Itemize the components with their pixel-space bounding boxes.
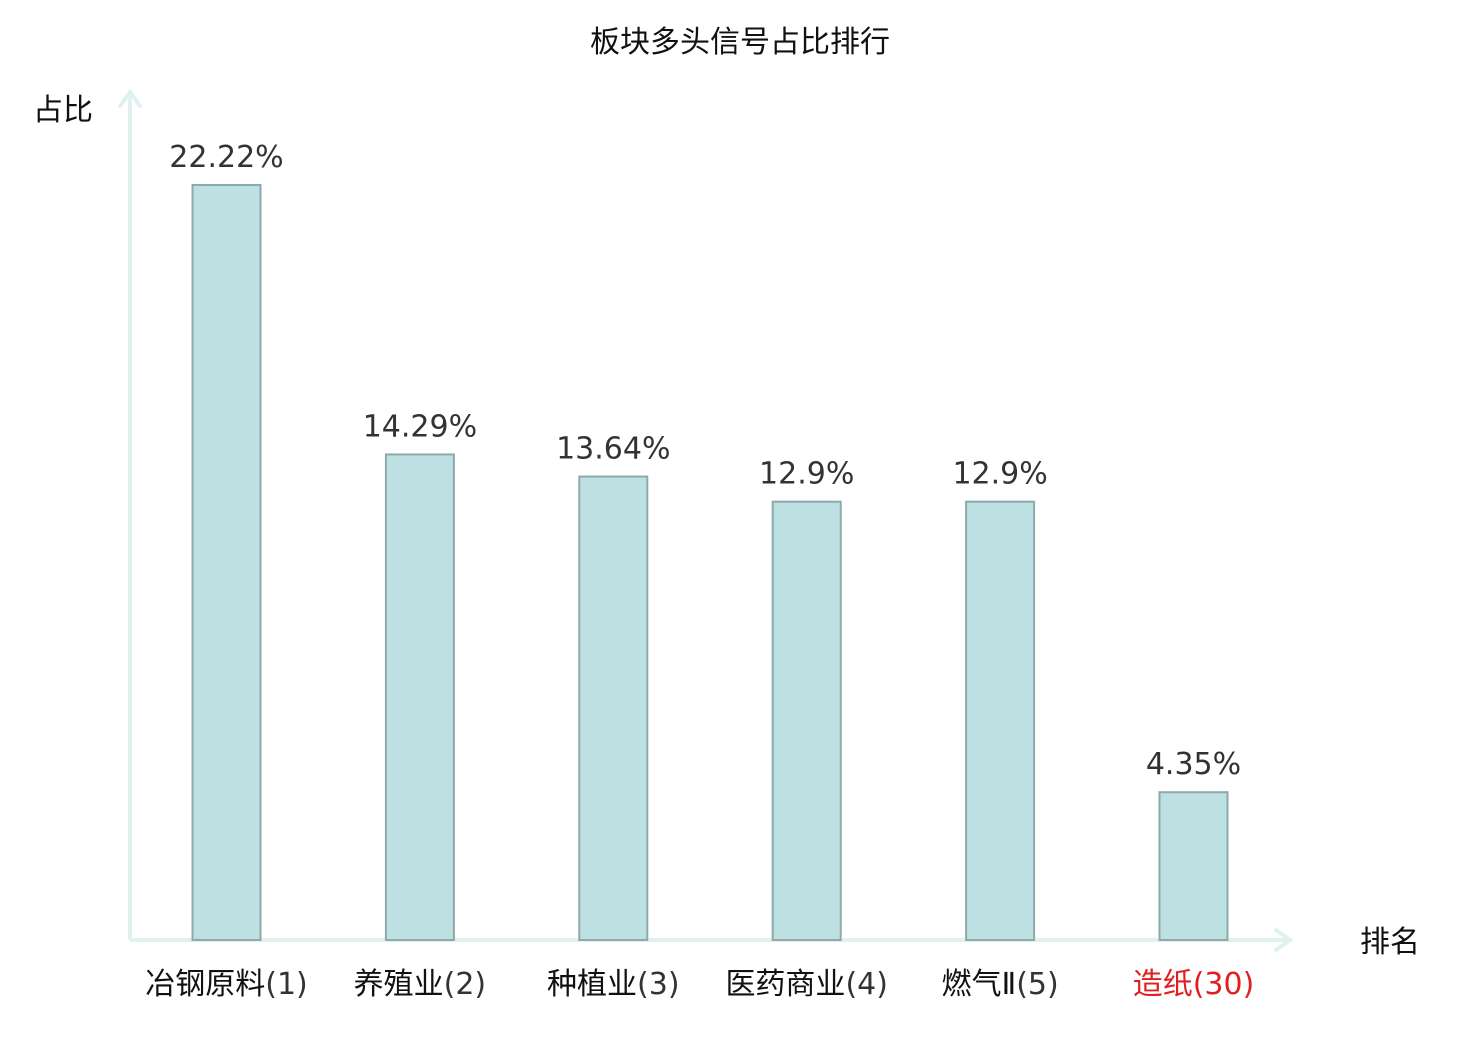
y-axis-arrow — [118, 88, 142, 108]
chart-title: 板块多头信号占比排行 — [590, 25, 890, 60]
data-label: 14.29% — [363, 409, 477, 444]
bar — [578, 475, 649, 941]
data-label: 22.22% — [169, 140, 283, 175]
category-rank: (5) — [1016, 967, 1059, 1002]
data-label: 12.9% — [759, 457, 854, 492]
data-label: 13.64% — [556, 432, 670, 467]
bar — [965, 500, 1036, 941]
data-label: 4.35% — [1146, 747, 1241, 782]
category-name: 造纸 — [1133, 967, 1193, 1002]
category-name: 燃气Ⅱ — [941, 967, 1016, 1002]
x-tick-label: 医药商业(4) — [725, 967, 888, 1002]
category-name: 冶钢原料 — [145, 967, 265, 1002]
category-rank: (1) — [265, 967, 308, 1002]
category-rank: (3) — [637, 967, 680, 1002]
x-axis-label: 排名 — [1360, 925, 1420, 960]
bar — [384, 453, 455, 941]
bar — [191, 184, 262, 941]
category-rank: (4) — [845, 967, 888, 1002]
category-rank: (30) — [1193, 967, 1255, 1002]
y-axis-label: 占比 — [33, 93, 93, 128]
category-name: 种植业 — [547, 967, 637, 1002]
bar — [1158, 791, 1229, 941]
x-tick-label: 造纸(30) — [1133, 967, 1255, 1002]
x-tick-label: 燃气Ⅱ(5) — [941, 967, 1058, 1002]
bars-group — [191, 184, 1229, 941]
x-axis-arrow — [1274, 928, 1294, 952]
value-labels-group: 22.22% 14.29% 13.64% 12.9% 12.9% 4.35% — [169, 140, 1241, 782]
category-name: 医药商业 — [725, 967, 845, 1002]
data-label: 12.9% — [952, 457, 1047, 492]
x-tick-label: 养殖业(2) — [354, 967, 487, 1002]
category-labels-group: 冶钢原料(1) 养殖业(2) 种植业(3) 医药商业(4) 燃气Ⅱ(5) 造纸(30) — [145, 967, 1254, 1002]
x-tick-label: 冶钢原料(1) — [145, 967, 308, 1002]
x-tick-label: 种植业(3) — [547, 967, 680, 1002]
axes — [118, 88, 1294, 952]
category-name: 养殖业 — [354, 967, 444, 1002]
bar — [771, 500, 842, 941]
category-rank: (2) — [444, 967, 487, 1002]
